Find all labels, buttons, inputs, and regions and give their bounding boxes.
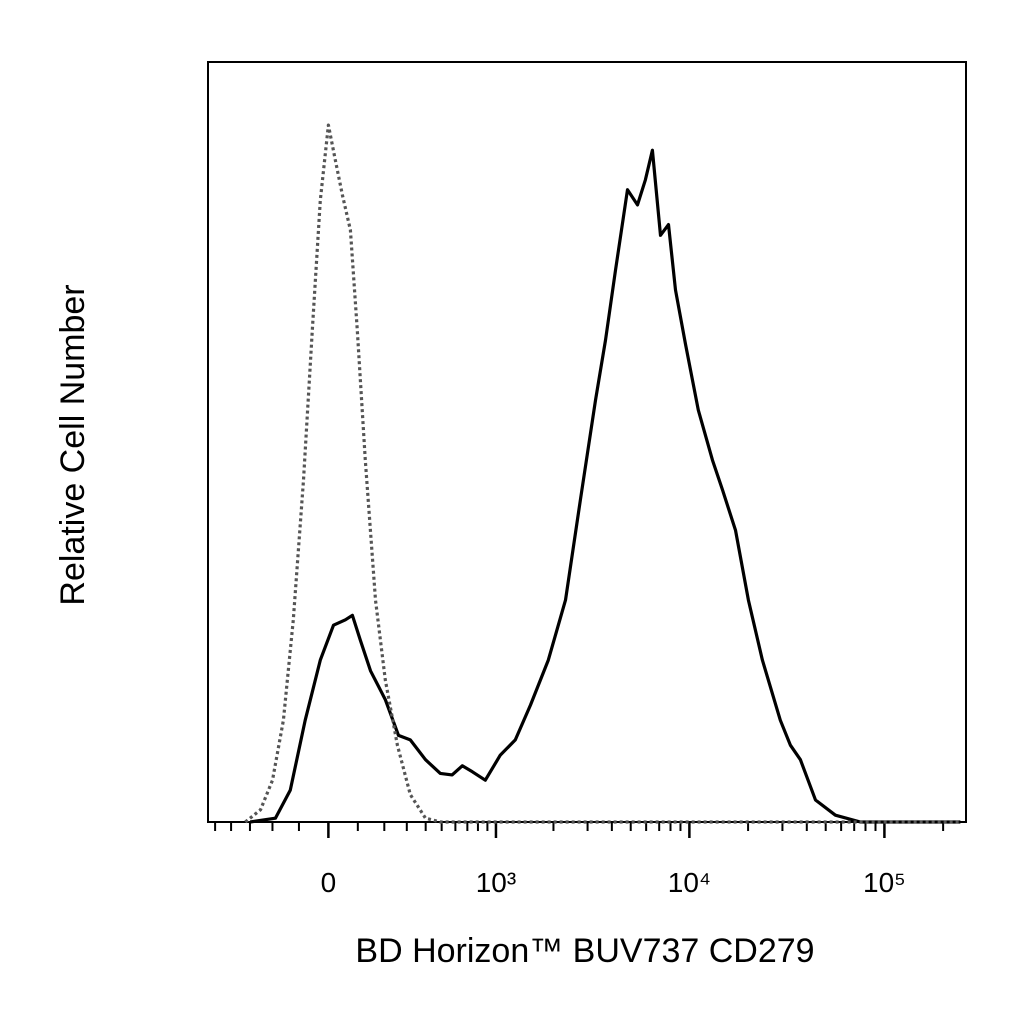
x-tick-label: 10³ [476, 867, 516, 898]
y-axis-label: Relative Cell Number [54, 284, 92, 605]
x-tick-label: 10⁴ [668, 867, 711, 898]
x-axis-label: BD Horizon™ BUV737 CD279 [355, 932, 814, 970]
histogram-line [244, 123, 961, 824]
plot-frame [207, 61, 967, 823]
histogram-line [249, 148, 961, 824]
x-tick-label: 0 [321, 867, 337, 898]
x-tick-label: 10⁵ [863, 867, 906, 898]
